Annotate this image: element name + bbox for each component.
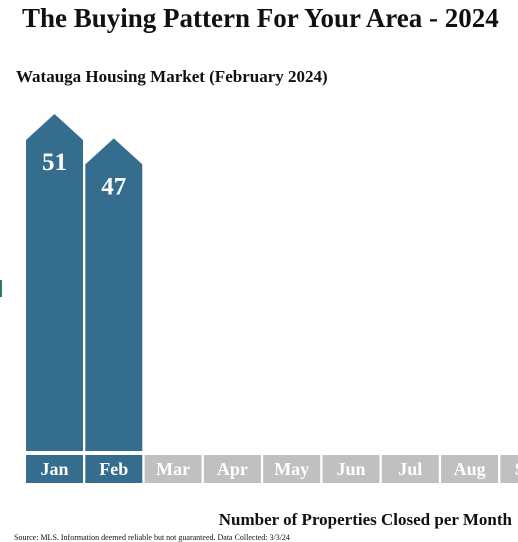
chart-title: The Buying Pattern For Your Area - 2024 [22, 3, 499, 33]
month-label-box [85, 455, 143, 483]
bar [26, 114, 83, 451]
bar [85, 138, 143, 451]
month-label-box [381, 455, 439, 483]
month-label: Feb [99, 459, 128, 479]
chart-subtitle: Watauga Housing Market (February 2024) [16, 67, 328, 86]
month-label: May [274, 459, 309, 479]
x-axis-caption: Number of Properties Closed per Month [218, 510, 512, 529]
month-label: Jun [336, 459, 365, 479]
month-label-box [203, 455, 261, 483]
month-label: Jul [398, 459, 422, 479]
month-label-box [500, 455, 518, 483]
month-label-box [144, 455, 202, 483]
month-label-box [263, 455, 321, 483]
month-label: Mar [156, 459, 190, 479]
month-label: Jan [40, 459, 68, 479]
bar-value-label: 51 [42, 149, 67, 176]
month-label-box [26, 455, 83, 483]
month-label: Sep [515, 459, 518, 479]
month-label: Aug [454, 459, 486, 479]
source-note: Source: MLS. Information deemed reliable… [14, 533, 290, 542]
month-label-box [441, 455, 499, 483]
edge-marker [0, 280, 2, 297]
bar-value-label: 47 [101, 173, 126, 200]
month-label: Apr [217, 459, 248, 479]
month-label-box [322, 455, 380, 483]
